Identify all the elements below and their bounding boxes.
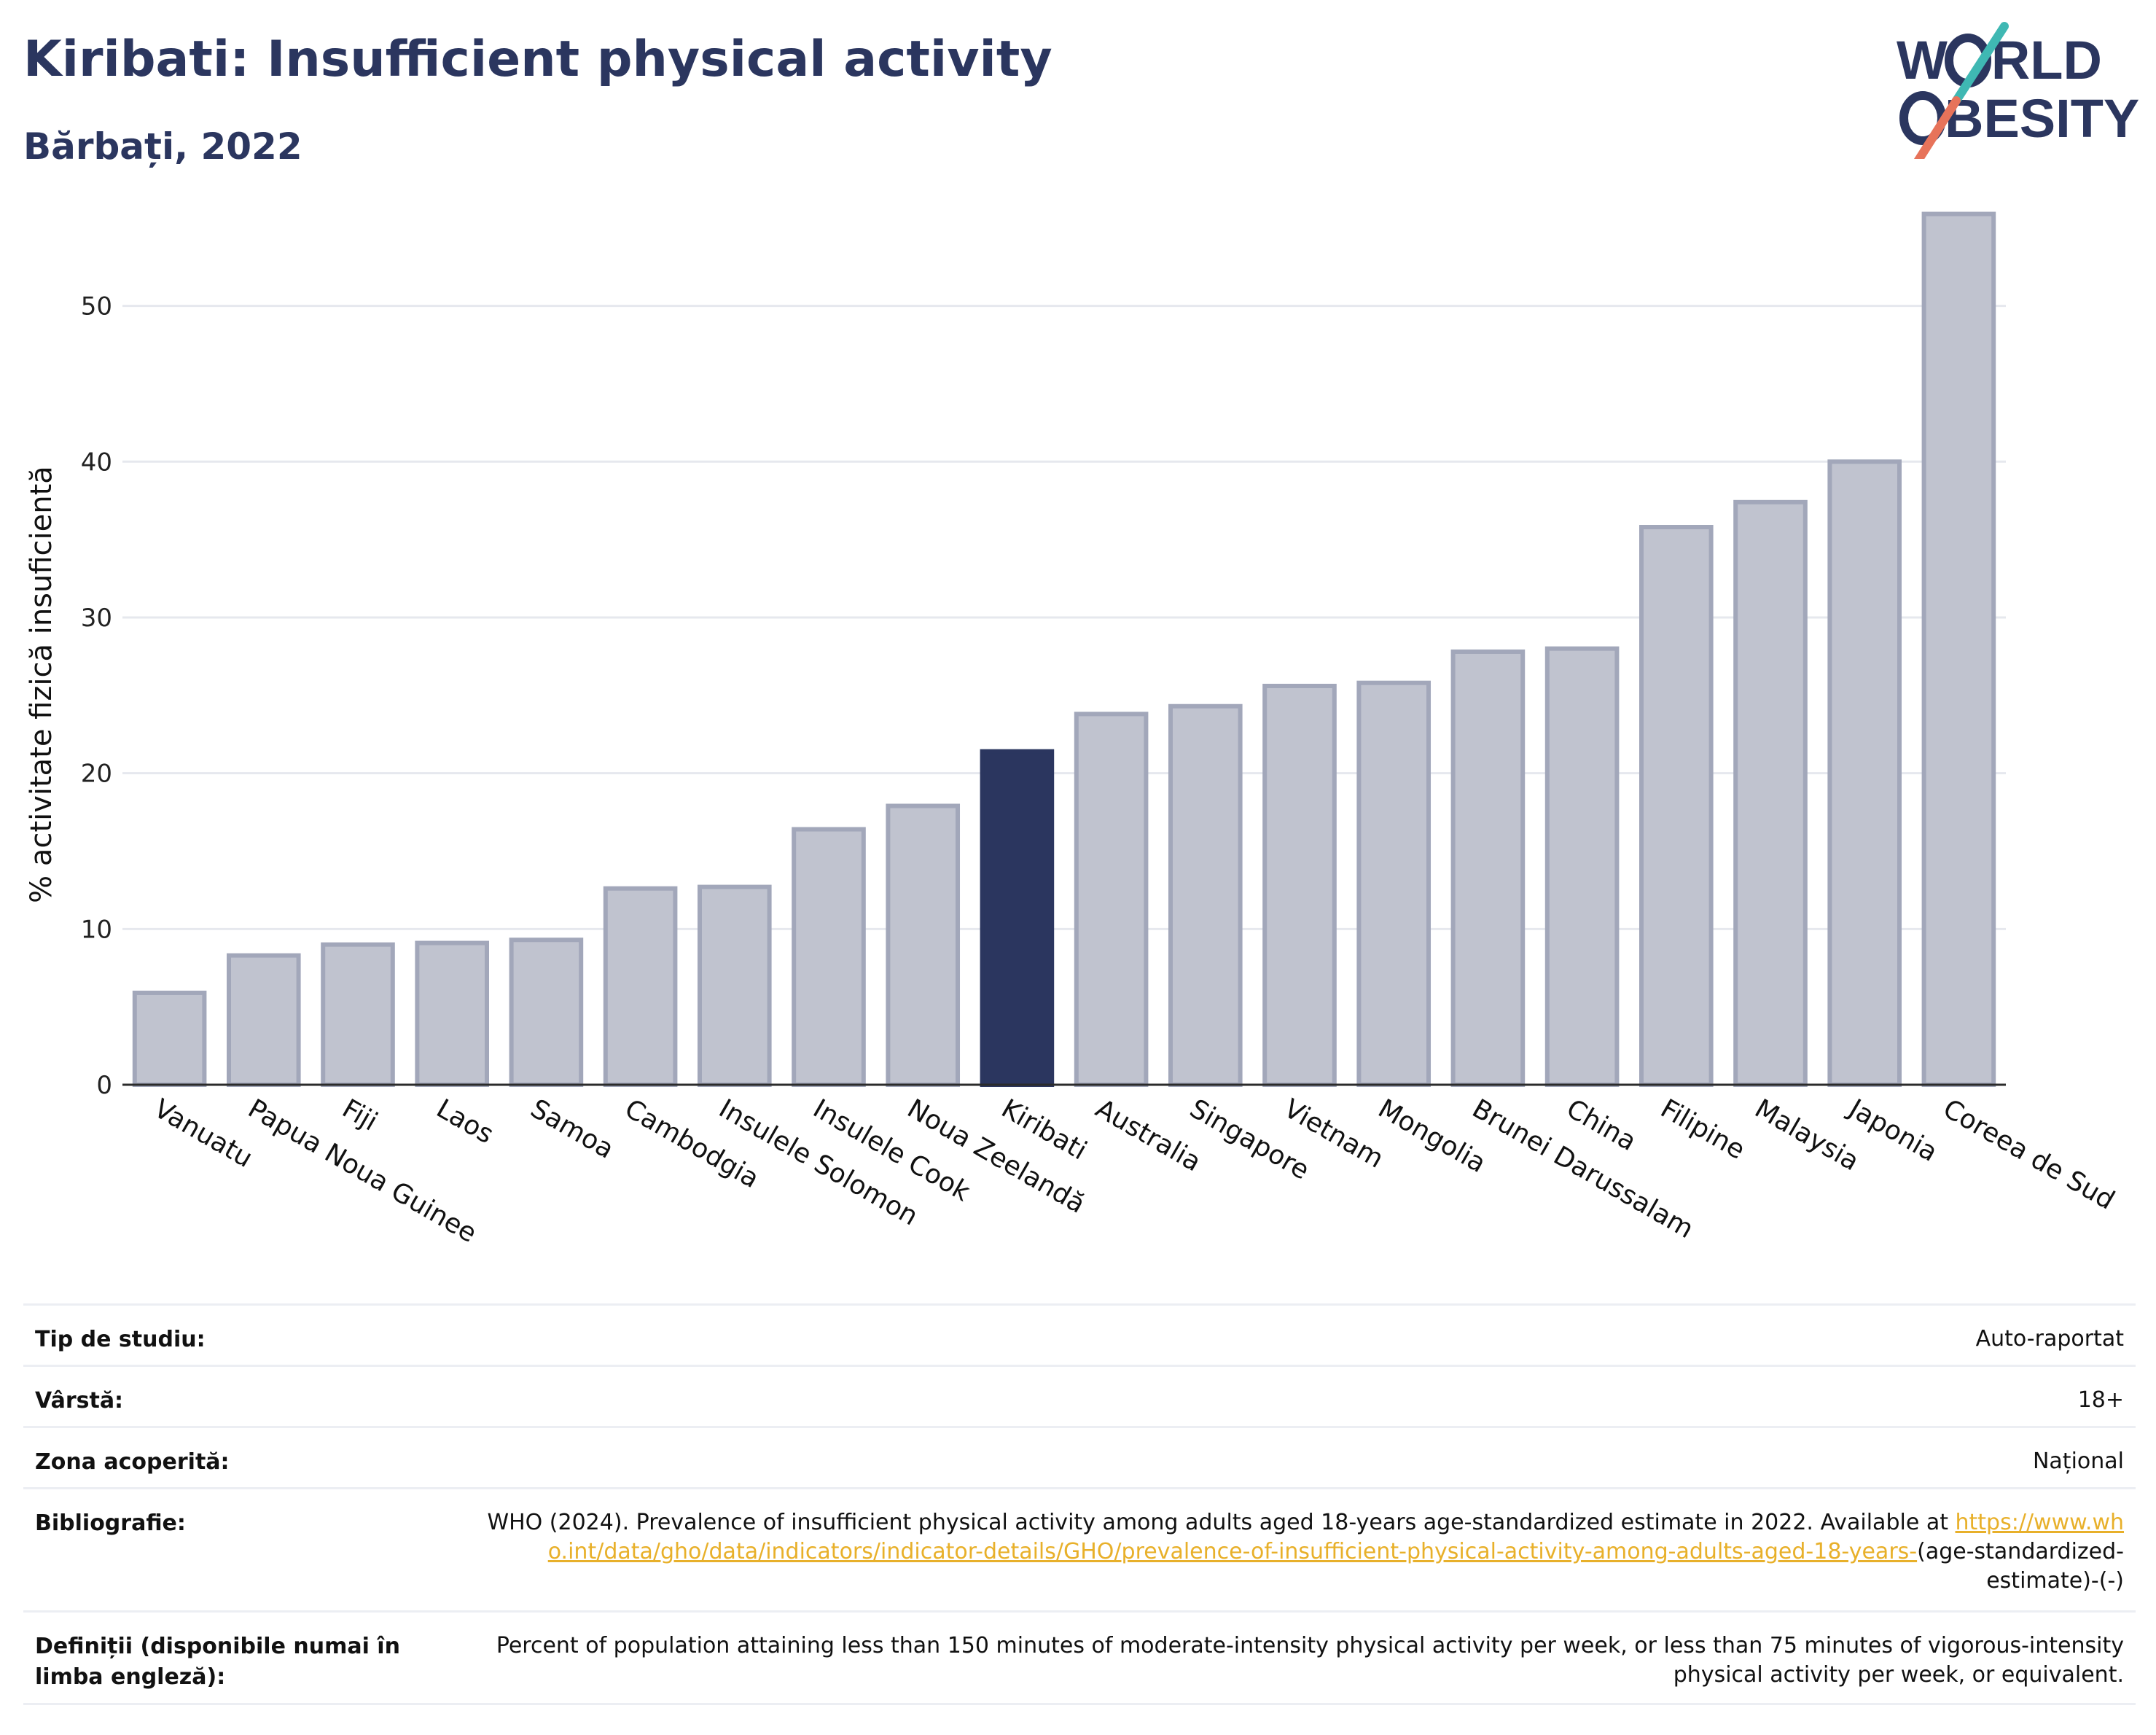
y-tick-labels: 0 10 20 30 40 50 — [81, 292, 112, 1100]
bar-australia[interactable] — [1074, 711, 1149, 1087]
logo-slash-bottom — [1913, 96, 1961, 159]
page-title: Kiribati: Insufficient physical activity — [23, 31, 1052, 88]
logo-slash-top — [1952, 22, 2009, 105]
y-axis-label: % activitate fizică insuficientă — [25, 466, 58, 903]
bar-vietnam[interactable] — [1262, 683, 1337, 1087]
y-tick-label: 40 — [81, 448, 112, 477]
info-value: Național — [2032, 1449, 2124, 1474]
definitions-value: Percent of population attaining less tha… — [496, 1633, 2124, 1688]
y-tick-label: 0 — [96, 1071, 112, 1100]
bar-china[interactable] — [1544, 646, 1620, 1087]
x-tick-label: Fiji — [337, 1093, 383, 1137]
x-tick-label: Filipine — [1655, 1093, 1750, 1165]
bar-insulele-solomon[interactable] — [697, 884, 772, 1088]
info-row-bibliography: Bibliografie: WHO (2024). Prevalence of … — [23, 1487, 2136, 1610]
bar-singapore[interactable] — [1168, 703, 1243, 1087]
x-tick-label: Samoa — [526, 1093, 619, 1165]
info-label: Tip de studiu: — [35, 1327, 206, 1352]
x-tick-label: Laos — [431, 1093, 499, 1150]
info-value: Auto-raportat — [1975, 1326, 2124, 1352]
x-tick-label: Malaysia — [1750, 1093, 1864, 1177]
x-tick-label: Coreea de Sud — [1938, 1093, 2120, 1215]
info-label: Vârstă: — [35, 1388, 124, 1414]
info-label: Bibliografie: — [35, 1510, 186, 1536]
world-obesity-logo: W RLD BESITY — [1897, 22, 2139, 159]
info-row-coverage: Zona acoperită: Național — [23, 1426, 2136, 1487]
bar-papua-noua-guinee[interactable] — [226, 953, 301, 1087]
bar-samoa[interactable] — [509, 937, 584, 1087]
bar-noua-zeelandă[interactable] — [886, 803, 961, 1087]
info-row-age: Vârstă: 18+ — [23, 1365, 2136, 1426]
gridlines — [122, 305, 2006, 930]
info-row-study-type: Tip de studiu: Auto-raportat — [23, 1303, 2136, 1365]
info-row-definitions: Definiții (disponibile numai în limba en… — [23, 1610, 2136, 1705]
bar-coreea-de-sud[interactable] — [1921, 211, 1996, 1087]
y-tick-label: 50 — [81, 292, 112, 321]
y-tick-label: 30 — [81, 604, 112, 633]
info-label: Zona acoperită: — [35, 1449, 230, 1475]
bar-brunei-darussalam[interactable] — [1450, 649, 1526, 1087]
logo-text-obesity: BESITY — [1945, 88, 2139, 149]
bar-malaysia[interactable] — [1733, 499, 1808, 1087]
bibliography-link[interactable]: https://www.who.int/data/gho/data/indica… — [547, 1510, 2124, 1564]
bar-vanuatu[interactable] — [132, 990, 207, 1087]
bar-filipine[interactable] — [1639, 525, 1714, 1087]
bar-mongolia[interactable] — [1356, 680, 1432, 1087]
x-tick-label: Vanuatu — [149, 1093, 257, 1174]
info-table: Tip de studiu: Auto-raportat Vârstă: 18+… — [23, 1303, 2136, 1705]
bar-cambodgia[interactable] — [603, 886, 678, 1088]
bibliography-suffix: (age-standardized-estimate)-(-) — [1917, 1539, 2124, 1594]
bar-insulele-cook[interactable] — [792, 827, 866, 1087]
bar-kiribati[interactable] — [980, 749, 1055, 1088]
info-value: 18+ — [2077, 1387, 2124, 1413]
y-tick-label: 20 — [81, 760, 112, 789]
x-tick-label: Mongolia — [1373, 1093, 1491, 1179]
bar-japonia[interactable] — [1827, 459, 1902, 1087]
y-tick-label: 10 — [81, 915, 112, 944]
bibliography-value: WHO (2024). Prevalence of insufficient p… — [475, 1489, 2136, 1596]
x-tick-label: Australia — [1090, 1093, 1206, 1177]
bar-laos[interactable] — [415, 940, 490, 1087]
info-label: Definiții (disponibile numai în limba en… — [35, 1634, 400, 1690]
bar-fiji[interactable] — [321, 942, 395, 1087]
bars — [132, 211, 1996, 1088]
page-subtitle: Bărbați, 2022 — [23, 125, 302, 168]
bibliography-text: WHO (2024). Prevalence of insufficient p… — [487, 1510, 1948, 1535]
logo-text-world: W RLD — [1897, 30, 2102, 90]
